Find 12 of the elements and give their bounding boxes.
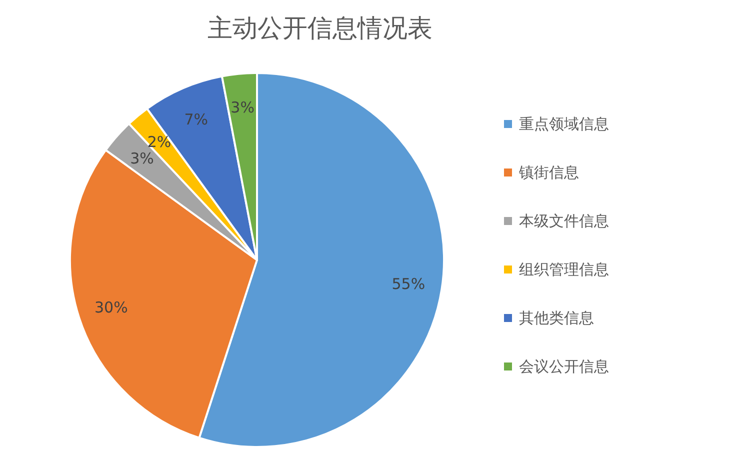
- chart-title: 主动公开信息情况表: [208, 14, 432, 42]
- legend-label: 重点领域信息: [519, 115, 609, 133]
- data-label: 30%: [94, 298, 128, 316]
- data-label: 3%: [230, 98, 254, 116]
- data-label: 3%: [130, 150, 154, 168]
- legend-label: 本级文件信息: [519, 212, 609, 230]
- legend-label: 镇街信息: [518, 164, 579, 182]
- data-label: 55%: [392, 274, 426, 293]
- legend-label: 其他类信息: [519, 309, 594, 327]
- legend-label: 组织管理信息: [519, 260, 609, 278]
- legend-label: 会议公开信息: [519, 358, 609, 376]
- data-label: 7%: [184, 110, 208, 128]
